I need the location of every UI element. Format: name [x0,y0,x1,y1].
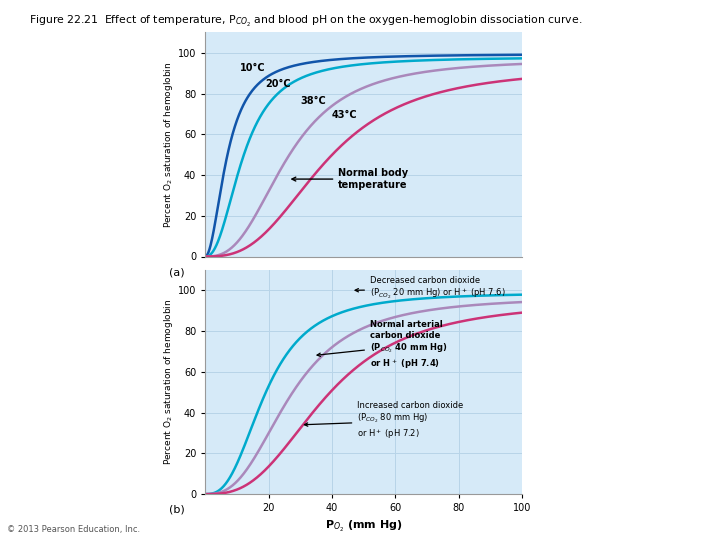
Text: Figure 22.21  Effect of temperature, P$_{CO_2}$ and blood pH on the oxygen-hemog: Figure 22.21 Effect of temperature, P$_{… [29,14,582,29]
Text: 20°C: 20°C [266,79,291,90]
Text: (b): (b) [169,505,185,515]
Text: 43°C: 43°C [332,110,358,120]
Text: © 2013 Pearson Education, Inc.: © 2013 Pearson Education, Inc. [7,524,140,534]
Text: Increased carbon dioxide
(P$_{CO_2}$ 80 mm Hg)
or H$^+$ (pH 7.2): Increased carbon dioxide (P$_{CO_2}$ 80 … [305,401,464,441]
Text: Normal body
temperature: Normal body temperature [292,168,408,190]
Y-axis label: Percent O$_2$ saturation of hemoglobin: Percent O$_2$ saturation of hemoglobin [162,299,175,465]
Text: (a): (a) [169,267,185,278]
X-axis label: P$_{O_2}$ (mm Hg): P$_{O_2}$ (mm Hg) [325,519,402,534]
Text: 38°C: 38°C [300,96,326,106]
Text: Normal arterial
carbon dioxide
(P$_{CO_2}$ 40 mm Hg)
or H$^+$ (pH 7.4): Normal arterial carbon dioxide (P$_{CO_2… [317,320,448,370]
Y-axis label: Percent O$_2$ saturation of hemoglobin: Percent O$_2$ saturation of hemoglobin [162,62,175,227]
Text: 10°C: 10°C [240,63,266,73]
Text: Decreased carbon dioxide
(P$_{CO_2}$ 20 mm Hg) or H$^+$ (pH 7.6): Decreased carbon dioxide (P$_{CO_2}$ 20 … [355,276,505,301]
